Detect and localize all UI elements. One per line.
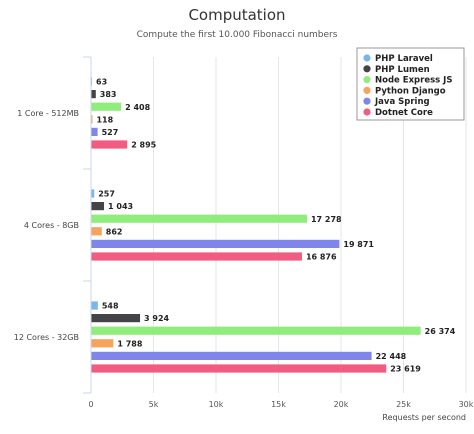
data-label: 2 895 xyxy=(131,141,156,150)
bar-python-django[interactable] xyxy=(91,227,102,236)
category-label: 12 Cores - 32GB xyxy=(14,333,79,342)
data-label: 26 374 xyxy=(425,327,456,336)
bar-node-express-js[interactable] xyxy=(91,102,122,111)
legend-marker[interactable] xyxy=(363,86,371,94)
bar-dotnet-core[interactable] xyxy=(91,252,302,261)
legend-item-label[interactable]: Node Express JS xyxy=(375,76,452,86)
bar-php-laravel[interactable] xyxy=(91,301,98,310)
legend-marker[interactable] xyxy=(363,54,371,62)
labels-layer: 63 383 2 408 118 527 2 895 257 1 043 17 278 862 19… xyxy=(96,78,456,374)
data-label: 383 xyxy=(100,90,117,99)
data-label: 118 xyxy=(96,115,113,124)
x-tick-label: 0 xyxy=(88,400,93,409)
bar-node-express-js[interactable] xyxy=(91,326,421,335)
data-label: 17 278 xyxy=(311,215,342,224)
data-label: 23 619 xyxy=(390,365,421,374)
bar-python-django[interactable] xyxy=(91,339,114,348)
bar-dotnet-core[interactable] xyxy=(91,364,387,373)
bar-node-express-js[interactable] xyxy=(91,214,307,223)
chart-subtitle: Compute the first 10.000 Fibonacci numbe… xyxy=(137,30,338,40)
bar-java-spring[interactable] xyxy=(91,127,98,136)
bar-php-lumen[interactable] xyxy=(91,314,141,323)
data-label: 16 876 xyxy=(306,253,337,262)
data-label: 3 924 xyxy=(144,314,169,323)
legend-item-label[interactable]: Java Spring xyxy=(374,97,430,107)
x-tick-label: 20k xyxy=(334,400,349,409)
legend-marker[interactable] xyxy=(363,65,371,73)
bar-java-spring[interactable] xyxy=(91,351,372,360)
legend-item-label[interactable]: PHP Lumen xyxy=(375,65,430,75)
bar-php-laravel[interactable] xyxy=(91,189,95,198)
category-label: 1 Core - 512MB xyxy=(17,109,79,118)
category-label: 4 Cores - 8GB xyxy=(24,221,79,230)
x-tick-label: 10k xyxy=(209,400,224,409)
x-tick-label: 25k xyxy=(396,400,411,409)
chart-title: Computation xyxy=(188,6,285,24)
data-label: 527 xyxy=(102,128,119,137)
data-label: 22 448 xyxy=(376,352,407,361)
data-label: 862 xyxy=(106,227,123,236)
data-label: 19 871 xyxy=(343,240,374,249)
data-label: 548 xyxy=(102,302,119,311)
legend-marker[interactable] xyxy=(363,108,371,116)
bar-php-lumen[interactable] xyxy=(91,90,96,99)
x-tick-label: 5k xyxy=(149,400,159,409)
legend-item-label[interactable]: Dotnet Core xyxy=(375,108,433,118)
legend-marker[interactable] xyxy=(363,76,371,84)
x-axis-title: Requests per second xyxy=(382,413,466,422)
legend-marker[interactable] xyxy=(363,97,371,105)
x-tick-label: 30k xyxy=(459,400,474,409)
bars-layer xyxy=(91,77,421,373)
x-tick-label: 15k xyxy=(271,400,286,409)
legend-item-label[interactable]: Python Django xyxy=(375,86,446,96)
data-label: 1 043 xyxy=(108,202,133,211)
bar-java-spring[interactable] xyxy=(91,239,340,248)
axis-layer: 0 5k 10k 15k 20k 25k 30k 1 Core - 512MB 4 Cores … xyxy=(14,56,474,409)
data-label: 63 xyxy=(96,78,107,87)
data-label: 2 408 xyxy=(125,103,150,112)
bar-python-django[interactable] xyxy=(91,115,93,124)
bar-php-lumen[interactable] xyxy=(91,202,105,211)
legend-box xyxy=(356,47,465,121)
bar-dotnet-core[interactable] xyxy=(91,140,128,149)
data-label: 1 788 xyxy=(117,339,142,348)
legend-item-label[interactable]: PHP Laravel xyxy=(375,54,433,64)
data-label: 257 xyxy=(98,190,115,199)
